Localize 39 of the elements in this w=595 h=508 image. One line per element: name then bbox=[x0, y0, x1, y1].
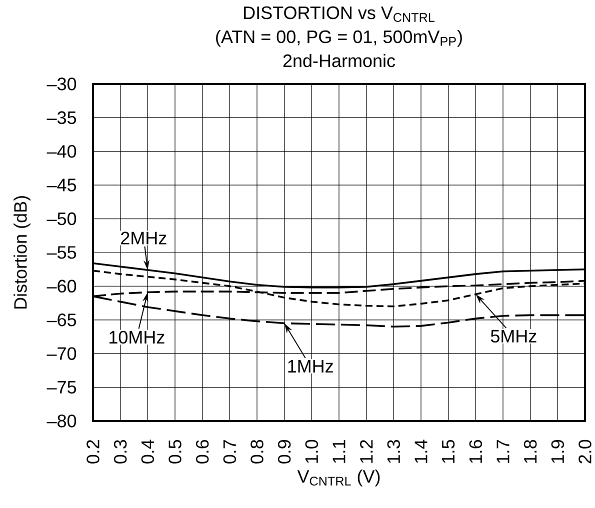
y-tick-label: –55 bbox=[46, 246, 76, 259]
y-tick-label: –35 bbox=[46, 111, 76, 124]
x-tick-label: 1.9 bbox=[551, 440, 564, 463]
annotation: 1MHz bbox=[288, 360, 333, 372]
x-tick-label: 0.4 bbox=[141, 440, 154, 464]
y-tick-label: –45 bbox=[46, 178, 76, 192]
x-tick-label: 1.8 bbox=[524, 440, 537, 463]
chart-title: DISTORTION vs V$_{CNTRL}$ bbox=[244, 6, 434, 22]
annotation: 2MHz bbox=[121, 232, 166, 244]
x-axis-title: V$_{CNTRL}$ (V) bbox=[297, 470, 380, 486]
y-tick-label: –80 bbox=[46, 414, 76, 428]
x-tick-label: 0.2 bbox=[86, 440, 100, 464]
x-tick-label: 2.0 bbox=[578, 440, 592, 464]
text: 2nd-Harmonic bbox=[283, 54, 396, 68]
y-tick-label: –65 bbox=[46, 314, 76, 326]
x-tick-label: 1.2 bbox=[360, 440, 373, 463]
x-tick-label: 1.3 bbox=[387, 440, 400, 463]
annotation: 5MHz bbox=[490, 330, 536, 343]
y-axis-title: Distortion (dB) bbox=[14, 196, 30, 309]
x-tick-label: 1.7 bbox=[496, 440, 510, 463]
x-tick-label: 1.5 bbox=[442, 440, 455, 463]
x-tick-label: 1.1 bbox=[332, 440, 346, 463]
y-tick-label: –30 bbox=[46, 78, 76, 90]
y-tick-label: –75 bbox=[46, 381, 76, 394]
y-tick-label: –60 bbox=[46, 280, 76, 293]
x-tick-label: 0.5 bbox=[168, 440, 182, 464]
y-tick-label: –40 bbox=[46, 145, 76, 158]
x-tick-label: 0.7 bbox=[223, 440, 236, 464]
y-tick-label: –70 bbox=[46, 347, 76, 360]
y-tick-label: –50 bbox=[46, 212, 76, 226]
chart-subtitle: (ATN = 00, PG = 01, 500mV$_{PP}$) bbox=[216, 30, 462, 47]
x-tick-label: 0.3 bbox=[114, 440, 127, 464]
x-tick-label: 1.0 bbox=[305, 440, 318, 463]
x-tick-label: 0.9 bbox=[278, 440, 291, 464]
x-tick-label: 0.8 bbox=[250, 440, 264, 464]
annotation: 10MHz bbox=[110, 330, 164, 344]
x-tick-label: 0.6 bbox=[196, 440, 209, 464]
x-tick-label: 1.6 bbox=[469, 440, 482, 463]
x-tick-label: 1.4 bbox=[414, 440, 428, 463]
